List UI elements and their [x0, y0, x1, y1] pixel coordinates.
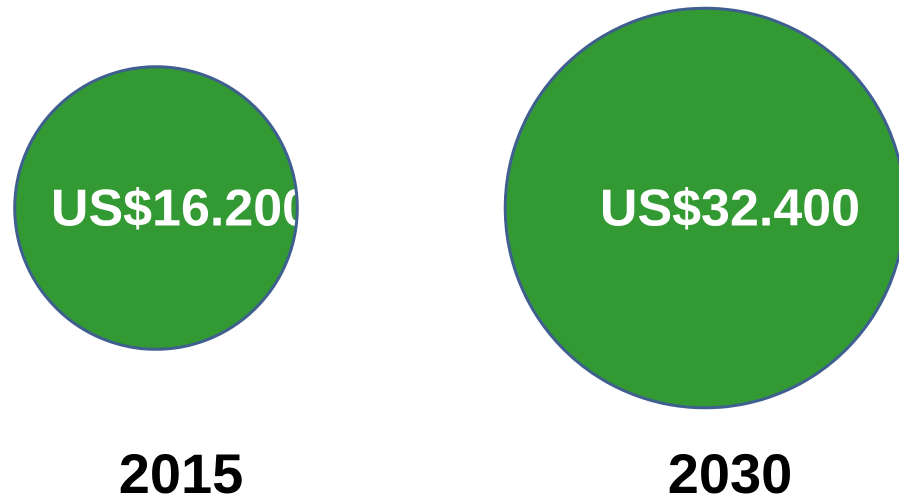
category-label: 2015 — [119, 442, 244, 502]
bubble — [503, 6, 899, 410]
category-label: 2030 — [668, 442, 793, 502]
value-label: US$16.200 — [51, 180, 311, 238]
bubble — [13, 65, 299, 351]
value-label: US$32.400 — [600, 180, 860, 238]
